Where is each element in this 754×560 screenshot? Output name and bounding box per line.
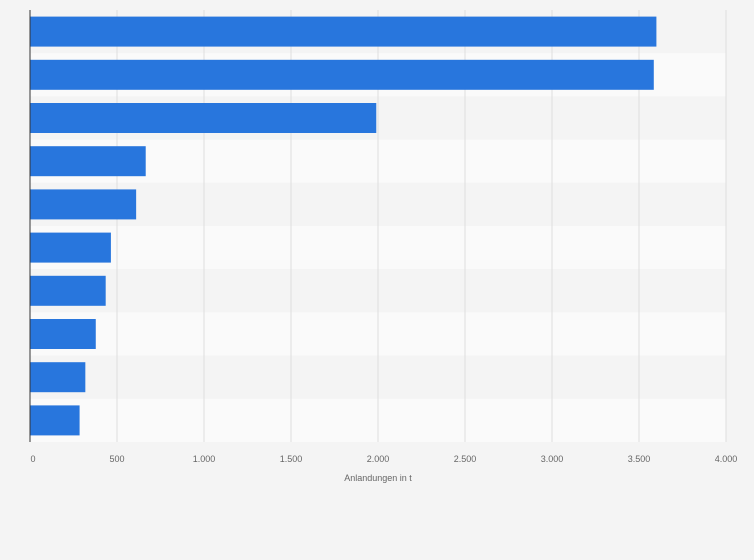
bar[interactable] <box>30 319 96 349</box>
x-tick-label: 1.500 <box>280 454 303 464</box>
x-tick-label: 2.000 <box>367 454 390 464</box>
x-tick-label: 3.500 <box>628 454 651 464</box>
bar[interactable] <box>30 405 80 436</box>
x-axis-ticks: 0 500 1.000 1.500 2.000 2.500 3.000 3.500 4.000 <box>30 454 737 464</box>
x-tick-label: 1.000 <box>193 454 216 464</box>
bar[interactable] <box>30 275 106 306</box>
bar[interactable] <box>30 362 86 393</box>
bar[interactable] <box>30 103 377 133</box>
bars <box>30 16 657 436</box>
x-tick-label: 500 <box>109 454 124 464</box>
x-tick-label: 4.000 <box>715 454 738 464</box>
bar[interactable] <box>30 189 137 220</box>
bar[interactable] <box>30 16 657 47</box>
x-tick-label: 3.000 <box>541 454 564 464</box>
bar[interactable] <box>30 59 654 90</box>
x-axis-title: Anlandungen in t <box>344 473 412 483</box>
bar[interactable] <box>30 146 146 177</box>
x-tick-label: 2.500 <box>454 454 477 464</box>
bar[interactable] <box>30 232 111 263</box>
x-tick-label: 0 <box>30 454 35 464</box>
